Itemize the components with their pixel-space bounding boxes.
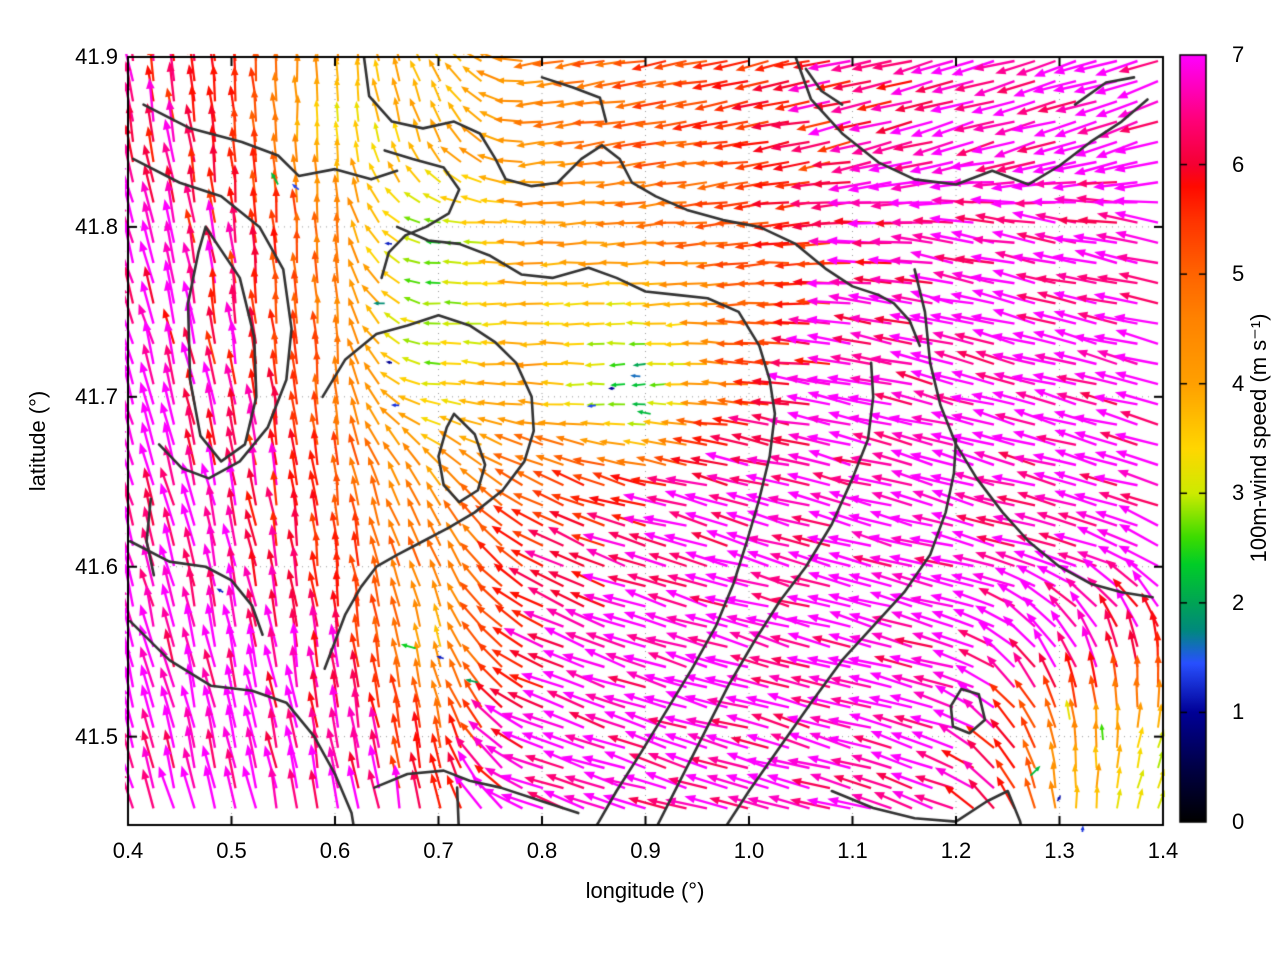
ytick-label: 41.6 xyxy=(75,553,118,579)
y-axis-label: latitude (°) xyxy=(25,390,50,492)
colorbar-label: 100m-wind speed (m s⁻¹) xyxy=(1246,313,1271,563)
xtick-label: 0.7 xyxy=(423,838,454,863)
ytick-label: 41.9 xyxy=(75,44,118,69)
ctick-label: 5 xyxy=(1232,261,1245,287)
xtick-label: 0.5 xyxy=(216,838,247,863)
ctick-label: 2 xyxy=(1232,589,1245,615)
xtick-label: 1.4 xyxy=(1147,838,1179,863)
x-axis-label: longitude (°) xyxy=(585,878,705,903)
xtick-label: 1.0 xyxy=(733,838,765,863)
xtick-label: 1.1 xyxy=(837,838,868,863)
ytick-label: 41.5 xyxy=(75,723,118,749)
xtick-label: 0.8 xyxy=(526,838,558,863)
ctick-label: 3 xyxy=(1232,480,1245,506)
ctick-label: 7 xyxy=(1232,42,1245,67)
ctick-label: 0 xyxy=(1232,809,1245,834)
ctick-label: 4 xyxy=(1232,370,1245,396)
ctick-label: 1 xyxy=(1232,699,1245,725)
ytick-label: 41.7 xyxy=(75,383,118,409)
xtick-label: 0.9 xyxy=(630,838,661,863)
xtick-label: 1.3 xyxy=(1044,838,1075,863)
xtick-label: 1.2 xyxy=(940,838,972,863)
ytick-label: 41.8 xyxy=(75,213,118,239)
ctick-label: 6 xyxy=(1232,151,1245,177)
xtick-label: 0.4 xyxy=(112,838,144,863)
xtick-label: 0.6 xyxy=(319,838,351,863)
